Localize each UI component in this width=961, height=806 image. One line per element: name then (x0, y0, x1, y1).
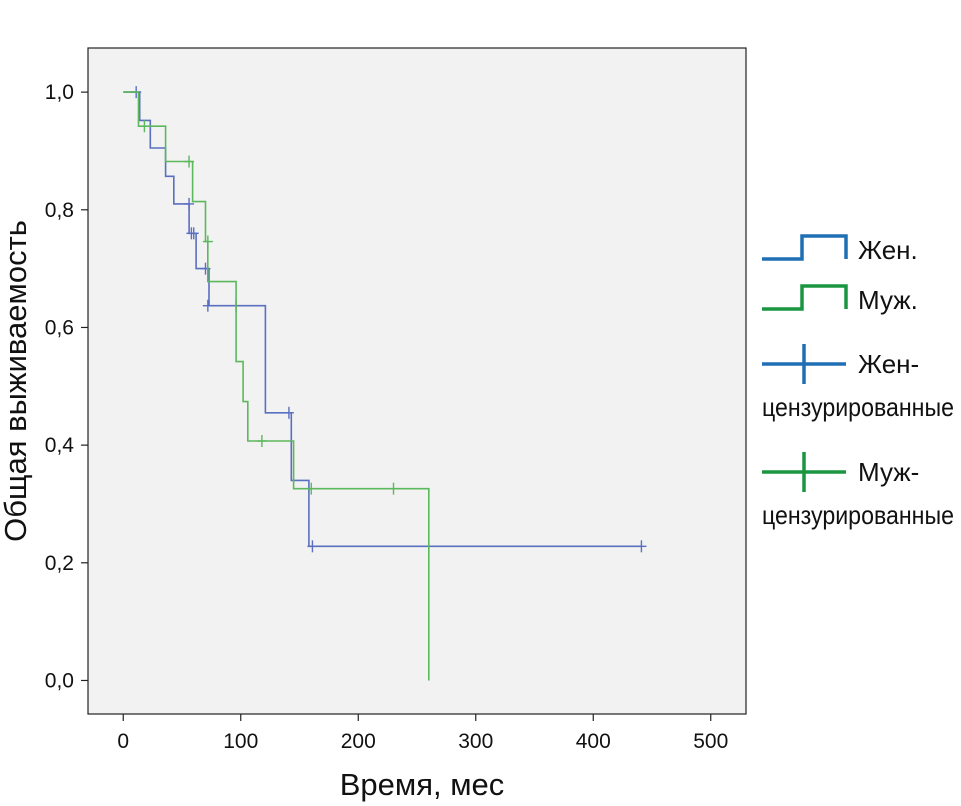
censor-mark-female (636, 540, 647, 553)
legend: Жен.Муж.Жен-цензурированныеМуж-цензуриро… (762, 234, 954, 530)
legend-label: Муж. (858, 285, 918, 315)
y-tick-label: 0,8 (45, 199, 74, 222)
legend-item: Жен-цензурированные (762, 344, 954, 422)
censor-mark-male (306, 482, 317, 495)
censor-mark-female (184, 197, 195, 210)
censor-mark-female (200, 262, 211, 275)
y-tick-label: 0,4 (45, 434, 75, 457)
legend-item: Жен. (762, 234, 918, 265)
censor-mark-female (188, 227, 199, 240)
plot-area (87, 47, 747, 715)
x-tick-label: 500 (693, 730, 728, 753)
legend-label: цензурированные (762, 392, 954, 422)
legend-item: Муж. (762, 284, 918, 315)
y-tick-label: 0,0 (45, 669, 74, 692)
x-tick-label: 200 (341, 730, 376, 753)
x-axis-title: Время, мес (340, 767, 505, 802)
y-tick-label: 1,0 (45, 81, 74, 104)
censor-mark-male (256, 435, 267, 448)
y-tick-label: 0,2 (45, 552, 74, 575)
legend-swatch-line (762, 284, 848, 311)
legend-label: Жен. (858, 235, 918, 265)
censor-mark-female (307, 540, 318, 553)
axes: 0 100 200 300 400 500 0,0 0,2 0,4 0,6 0,8 1,0 (45, 81, 728, 753)
x-tick-label: 300 (458, 730, 493, 753)
x-tick-label: 400 (576, 730, 611, 753)
legend-label: цензурированные (762, 500, 954, 530)
censor-mark-female (283, 406, 294, 419)
series-line-male (123, 91, 430, 681)
series-layer (123, 86, 647, 681)
legend-label: Муж- (858, 457, 919, 487)
censor-mark-male (184, 155, 195, 168)
legend-swatch-line (762, 234, 848, 261)
y-tick-label: 0,6 (45, 316, 74, 339)
x-tick-label: 100 (223, 730, 258, 753)
legend-item: Муж-цензурированные (762, 452, 954, 530)
censor-mark-male (202, 235, 213, 248)
censor-mark-male (139, 120, 150, 133)
legend-label: Жен- (858, 349, 919, 379)
y-axis-title: Общая выживаемость (0, 220, 33, 542)
x-tick-label: 0 (117, 730, 129, 753)
censor-mark-female (202, 299, 213, 312)
censor-mark-male (388, 482, 399, 495)
